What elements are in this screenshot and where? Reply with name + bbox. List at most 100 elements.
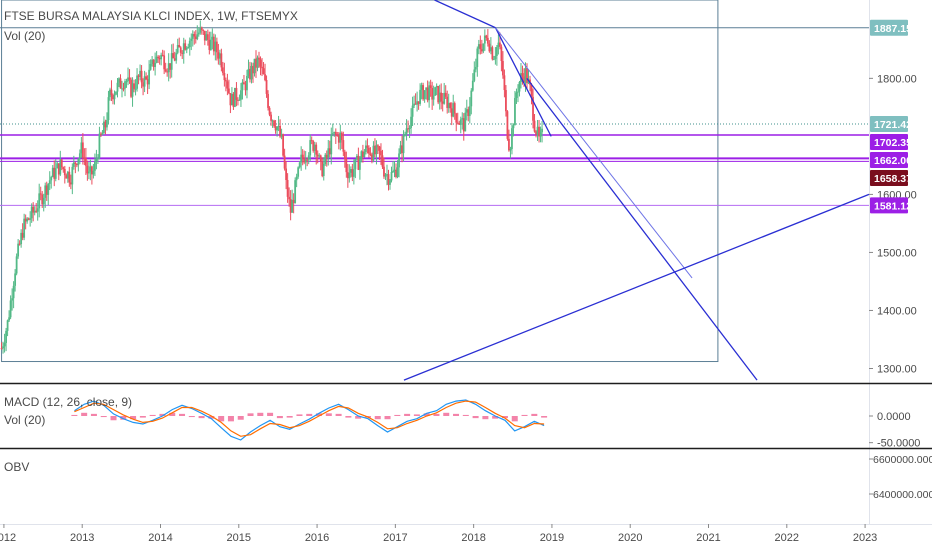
trendline-5[interactable] — [403, 193, 870, 381]
candle-body — [348, 172, 351, 179]
macd-hist-bar — [355, 416, 362, 419]
candle-body — [118, 78, 120, 83]
candle-body — [396, 167, 399, 177]
candle-body — [458, 122, 461, 125]
candle-body — [384, 175, 387, 177]
candle-body — [426, 87, 429, 101]
candle-body — [459, 119, 462, 125]
candle-body — [176, 44, 179, 53]
macd-hist-bar — [316, 413, 323, 416]
candle-body — [155, 56, 158, 63]
candle-body — [30, 206, 33, 219]
macd-hist-bar — [384, 416, 391, 420]
candlestick-series[interactable] — [0, 20, 543, 354]
trendline-4[interactable] — [434, 0, 496, 29]
candle-body — [340, 132, 343, 141]
candle-body — [378, 146, 381, 151]
candle-body — [53, 167, 56, 179]
candle-body — [304, 159, 307, 163]
trendline-2[interactable] — [495, 27, 693, 279]
obv-axis[interactable]: 6600000.0000 6400000.0000 — [869, 454, 932, 501]
candle-body — [420, 85, 423, 90]
candle-body — [21, 232, 24, 238]
candle-body — [402, 134, 405, 154]
candle-body — [51, 167, 54, 178]
candle-body — [358, 159, 361, 170]
candle-body — [333, 131, 336, 134]
candle-body — [282, 134, 285, 156]
candle-body — [515, 92, 518, 98]
candle-body — [152, 59, 155, 67]
candle-body — [319, 155, 322, 162]
candle-body — [470, 90, 473, 107]
candle-body — [240, 90, 242, 100]
macd-hist-bar — [482, 416, 489, 420]
macd-pane[interactable] — [71, 399, 548, 441]
candle-body — [24, 218, 27, 222]
candle-body — [500, 46, 503, 61]
price-level-badge — [870, 115, 908, 132]
candle-body — [468, 106, 471, 117]
time-tick-label: 2023 — [853, 532, 877, 544]
candle-body — [355, 155, 358, 160]
candle-body — [97, 157, 99, 160]
candle-body — [294, 180, 297, 204]
candle-body — [163, 55, 166, 70]
candle-body — [357, 155, 360, 170]
candle-body — [312, 141, 315, 151]
candle-body — [131, 83, 134, 97]
candle-body — [371, 154, 373, 161]
candle-body — [322, 163, 325, 177]
trendline-3[interactable] — [526, 77, 758, 381]
candle-body — [285, 168, 288, 181]
candle-body — [214, 41, 217, 52]
macd-axis[interactable]: 0.0000 -50.0000 — [869, 411, 920, 450]
macd-hist-bar — [325, 413, 332, 416]
macd-hist-bar — [296, 414, 303, 416]
candle-body — [175, 52, 178, 61]
macd-hist-bar — [453, 413, 460, 416]
candle-body — [241, 82, 244, 91]
candle-body — [154, 62, 157, 67]
candle-body — [244, 84, 247, 91]
candle-body — [74, 162, 77, 164]
candle-body — [452, 103, 455, 117]
candle-body — [157, 56, 160, 58]
trendlines[interactable] — [403, 0, 870, 381]
candle-body — [215, 41, 218, 53]
price-pane[interactable] — [0, 0, 870, 381]
trendline-1[interactable] — [494, 27, 552, 137]
price-level-label: 1662.00 — [874, 155, 912, 167]
candle-body — [318, 155, 321, 157]
macd-hist-bar — [257, 412, 264, 416]
candle-body — [447, 103, 450, 108]
volume-legend: Vol (20) — [4, 29, 45, 43]
macd-hist-bar — [306, 413, 313, 416]
candle-body — [65, 175, 68, 179]
candle-body — [393, 169, 396, 171]
candle-body — [181, 52, 184, 54]
candle-body — [428, 85, 431, 101]
candle-body — [346, 172, 349, 179]
candle-body — [363, 151, 366, 157]
candle-body — [336, 134, 339, 136]
obv-tick-label: 6400000.0000 — [873, 489, 932, 501]
candle-body — [489, 47, 492, 52]
candle-body — [127, 77, 129, 82]
candle-body — [223, 72, 226, 81]
candle-body — [383, 166, 385, 177]
candle-body — [68, 171, 71, 183]
candle-body — [315, 144, 318, 155]
candle-body — [256, 57, 259, 68]
candle-body — [313, 144, 316, 151]
candle-body — [249, 68, 251, 80]
candle-body — [417, 101, 420, 104]
candle-body — [533, 120, 536, 132]
candle-body — [291, 199, 294, 213]
macd-hist-bar — [443, 412, 450, 416]
macd-hist-bar — [188, 416, 195, 418]
time-axis[interactable]: 2012 2013 2014 2015 2016 2017 2018 2019 2020 2021… — [0, 524, 877, 544]
candle-body — [3, 342, 6, 347]
candle-body — [295, 176, 298, 181]
